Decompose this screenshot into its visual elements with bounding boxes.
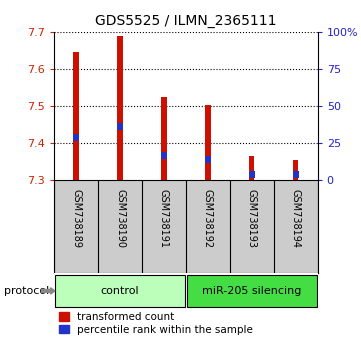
Bar [249, 156, 255, 180]
Bar [293, 171, 299, 178]
Text: GSM738193: GSM738193 [247, 189, 257, 248]
Bar [74, 52, 79, 180]
Bar [161, 97, 166, 180]
Bar [293, 160, 298, 180]
FancyBboxPatch shape [55, 275, 185, 307]
Legend: transformed count, percentile rank within the sample: transformed count, percentile rank withi… [59, 312, 253, 335]
Bar [73, 134, 79, 141]
Bar [249, 171, 255, 178]
Text: GSM738192: GSM738192 [203, 189, 213, 248]
Text: GSM738190: GSM738190 [115, 189, 125, 248]
Bar [161, 153, 167, 159]
FancyBboxPatch shape [187, 275, 317, 307]
Text: protocol: protocol [4, 286, 49, 296]
Text: GSM738189: GSM738189 [71, 189, 81, 248]
Text: GSM738194: GSM738194 [291, 189, 301, 248]
Bar [117, 123, 123, 130]
Bar [205, 156, 211, 163]
Title: GDS5525 / ILMN_2365111: GDS5525 / ILMN_2365111 [95, 14, 277, 28]
Bar [205, 105, 210, 180]
Text: miR-205 silencing: miR-205 silencing [202, 286, 301, 296]
Bar [117, 35, 123, 180]
Text: control: control [101, 286, 139, 296]
Text: GSM738191: GSM738191 [159, 189, 169, 248]
